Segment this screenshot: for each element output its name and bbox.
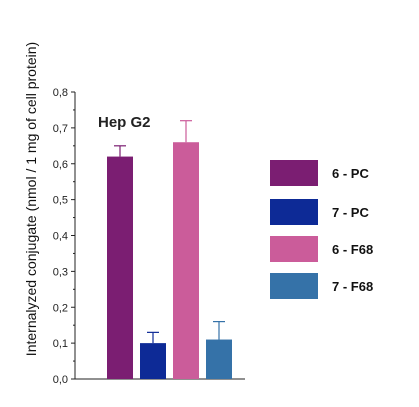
legend-label-1: 6 - PC [332, 166, 369, 181]
bars [107, 120, 232, 379]
y-tick-label: 0,3 [53, 266, 68, 278]
y-tick-label: 0,7 [53, 123, 68, 135]
legend-swatch-1 [270, 160, 318, 186]
y-axis-label: Internalyzed conjugate (nmol / 1 mg of c… [23, 42, 39, 356]
legend-label-2: 7 - PC [332, 205, 369, 220]
bar-4 [206, 339, 232, 379]
y-tick-label: 0,6 [53, 159, 68, 171]
y-tick-label: 0,5 [53, 195, 68, 207]
y-tick-label: 0,0 [53, 374, 68, 386]
legend-label-4: 7 - F68 [332, 279, 373, 294]
y-tick-label: 0,2 [53, 302, 68, 314]
legend-swatch-3 [270, 236, 318, 262]
bar-3 [173, 142, 199, 379]
bar-2 [140, 343, 166, 379]
y-tick-label: 0,4 [53, 231, 68, 243]
legend-swatch-2 [270, 199, 318, 225]
chart-title: Hep G2 [98, 114, 151, 131]
y-tick-label: 0,1 [53, 338, 68, 350]
legend-label-3: 6 - F68 [332, 242, 373, 257]
legend: 6 - PC 7 - PC 6 - F68 7 - F68 [270, 160, 373, 299]
y-tick-label: 0,8 [53, 87, 68, 99]
axes: 0,0 0,1 0,2 0,3 0,4 0,5 0,6 0,7 0,8 [53, 87, 245, 386]
bar-1 [107, 156, 133, 379]
legend-swatch-4 [270, 273, 318, 299]
